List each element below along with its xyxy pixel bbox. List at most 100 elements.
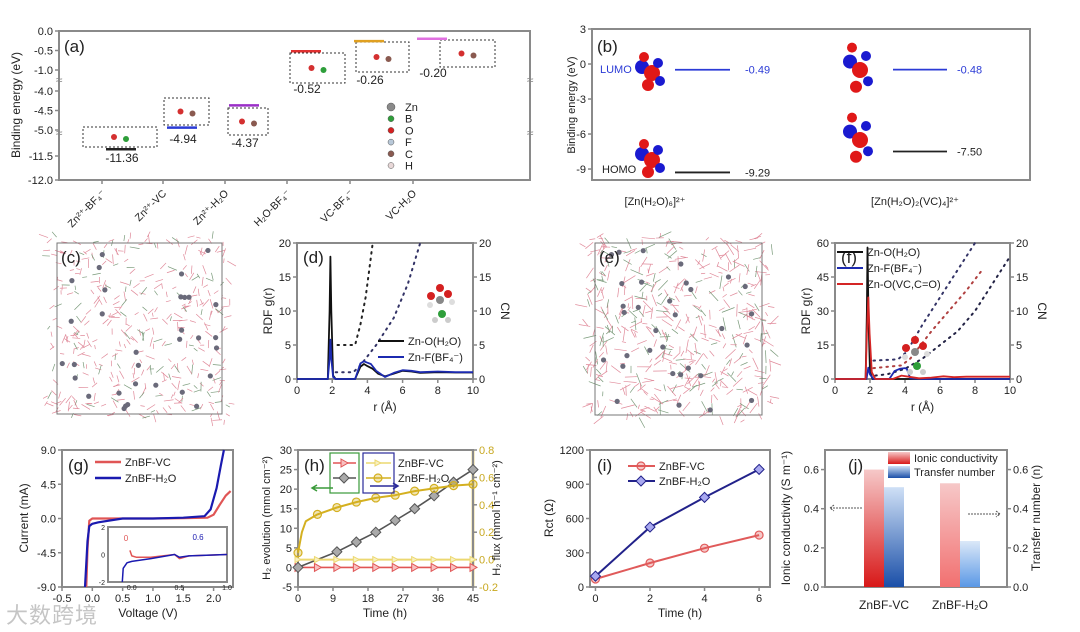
molecule-bond xyxy=(214,245,220,253)
molecule-bond xyxy=(600,240,605,247)
y-tick-label: -9 xyxy=(576,164,586,176)
molecule-bond xyxy=(189,272,195,281)
molecule-bond xyxy=(82,276,88,278)
molecule-bond xyxy=(675,295,680,302)
molecule-bond xyxy=(759,260,769,271)
coordination-structure-icon xyxy=(902,336,930,375)
molecule-bond xyxy=(662,305,669,311)
molecule-bond xyxy=(603,337,614,343)
legend-label: Zn-O(VC,C=O) xyxy=(867,279,941,291)
molecule-bond xyxy=(662,311,674,322)
legend-label: ZnBF-H₂O xyxy=(659,476,711,488)
panel-label: (b) xyxy=(597,37,618,56)
molecule-bond xyxy=(197,288,200,296)
x-axis-title: r (Å) xyxy=(911,399,934,414)
molecule-bond xyxy=(625,259,631,272)
panel-label: (f) xyxy=(841,248,857,267)
molecule-bond xyxy=(161,379,167,383)
y-tick-label: 5 xyxy=(286,543,292,555)
molecule-bond xyxy=(664,352,673,356)
molecule-bond xyxy=(79,268,82,276)
y-axis-title: Current (mA) xyxy=(17,483,31,552)
data-marker xyxy=(428,490,440,502)
molecule-bond xyxy=(118,305,123,310)
x-tick-label: 10 xyxy=(1004,385,1016,397)
molecule-bond xyxy=(172,286,177,290)
y2-axis-title: Transfer number (n) xyxy=(1029,465,1043,571)
molecule-bond xyxy=(641,237,656,240)
data-marker xyxy=(371,493,381,503)
orbital-lobe xyxy=(655,76,665,86)
complex-label: [Zn(H₂O)₂(VC)₄]²⁺ xyxy=(871,196,959,208)
legend-label: Zn-F(BF₄⁻) xyxy=(408,352,463,364)
molecule-bond xyxy=(720,250,730,259)
orbital-lobe xyxy=(861,121,871,131)
molecule-bond xyxy=(187,388,193,392)
molecule-bond xyxy=(82,372,89,376)
molecule-bond xyxy=(688,360,694,363)
molecule-bond xyxy=(596,233,604,238)
molecule-bond xyxy=(663,384,666,392)
molecule-bond xyxy=(583,335,597,339)
data-marker xyxy=(332,502,342,513)
molecule-bond xyxy=(714,382,720,390)
atom xyxy=(919,342,927,350)
y-tick-label: -4.0 xyxy=(34,86,53,98)
molecule-bond xyxy=(590,406,593,412)
molecule-bond xyxy=(599,335,603,343)
atom xyxy=(907,369,913,375)
molecule-bond xyxy=(165,291,168,298)
x-tick-label: 10 xyxy=(467,385,479,397)
molecule-bond xyxy=(702,249,706,262)
molecule-bond xyxy=(221,297,227,299)
molecule-bond xyxy=(750,284,757,287)
molecule-bond xyxy=(746,264,750,276)
inset-x-tick-label: 0.0 xyxy=(127,585,137,592)
molecule-bond xyxy=(149,337,153,347)
molecule-bond xyxy=(180,405,186,412)
molecule-bond xyxy=(205,277,214,282)
molecule-bond xyxy=(208,358,213,368)
zn-ion xyxy=(676,402,682,408)
molecule-bond xyxy=(719,379,729,389)
molecule-bond xyxy=(77,341,85,348)
molecule-bond xyxy=(702,352,708,359)
molecule-bond xyxy=(165,239,173,245)
data-marker xyxy=(333,562,342,573)
molecule-bond xyxy=(129,246,140,249)
y2-tick-label: 10 xyxy=(1016,306,1028,318)
molecule-bond xyxy=(191,407,202,412)
molecule-bond xyxy=(632,309,639,313)
molecule-bond xyxy=(74,272,80,275)
molecule-bond xyxy=(678,410,685,417)
molecule-bond xyxy=(605,330,611,335)
onset-annotation: 0.6 xyxy=(192,533,204,542)
molecule-bond xyxy=(623,250,631,254)
molecule-bond xyxy=(191,265,193,274)
molecule-bond xyxy=(599,360,607,370)
molecule-bond xyxy=(641,388,649,395)
molecule-bond xyxy=(118,341,121,347)
panel-label: (g) xyxy=(68,456,89,475)
molecule-bond xyxy=(627,303,629,308)
zn-ion xyxy=(68,318,74,324)
atom-legend-label: H xyxy=(405,161,413,173)
molecule-bond xyxy=(93,401,100,405)
molecule-bond xyxy=(767,400,774,405)
molecule-bond xyxy=(171,376,182,379)
molecule-bond xyxy=(184,273,188,278)
zn-ion xyxy=(685,365,691,371)
molecule-structure-box xyxy=(163,97,210,126)
molecule-bond xyxy=(645,281,651,284)
molecule-bond xyxy=(759,302,770,308)
molecule-bond xyxy=(105,258,113,264)
molecule-bond xyxy=(700,332,707,336)
molecule-bond xyxy=(84,249,91,253)
molecule-bond xyxy=(203,249,206,256)
molecule-bond xyxy=(79,252,85,256)
zn-ion xyxy=(102,287,108,293)
molecule-bond xyxy=(646,273,655,277)
molecule-bond xyxy=(184,245,188,255)
atom-legend-icon xyxy=(387,138,395,146)
panel-g: -0.5 0.0 0.5 1.0 1.5 2.0-9.0-4.50.04.59.0Volt… xyxy=(17,445,234,620)
